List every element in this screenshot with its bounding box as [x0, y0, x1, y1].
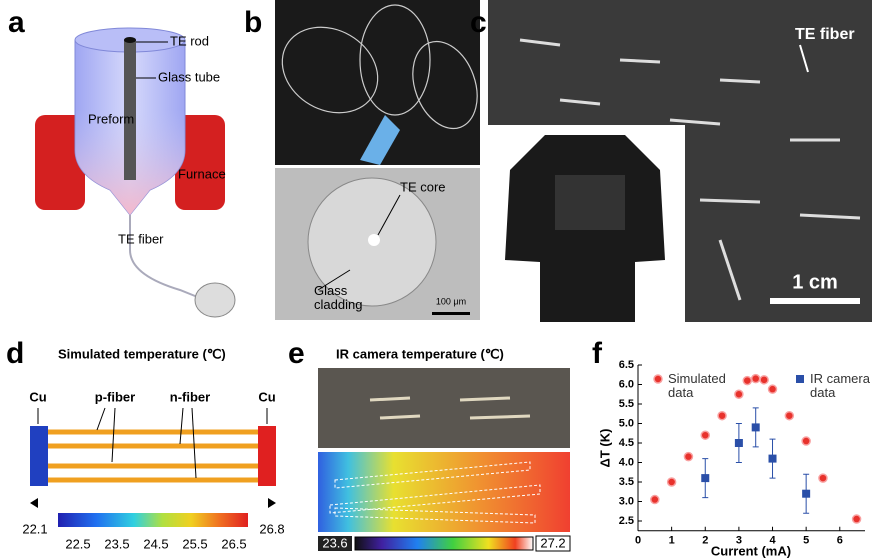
- figure-canvas: a TE rod Glass tube Preform Furnace TE f…: [0, 0, 872, 559]
- annotation: Preform: [88, 111, 134, 126]
- panel-d: d Simulated temperature (℃) Cu Cu p-fibe…: [6, 337, 285, 552]
- rod-top: [124, 37, 136, 43]
- colorbar-min: 22.1: [22, 521, 47, 536]
- panel-label: f: [592, 337, 603, 370]
- y-axis-label: ΔT (K): [597, 429, 612, 468]
- annotation: p-fiber: [95, 389, 135, 404]
- annotation: Cu: [29, 389, 46, 404]
- data-point: [668, 478, 676, 486]
- data-point: [684, 453, 692, 461]
- scale-bar: [770, 298, 860, 304]
- panel-label: d: [6, 337, 24, 370]
- x-tick-label: 2: [702, 535, 708, 547]
- panel-label: a: [8, 6, 25, 39]
- legend-marker: [796, 375, 804, 383]
- x-tick-label: 4: [769, 535, 776, 547]
- spool: [195, 283, 235, 317]
- colorbar-tick-label: 26.5: [221, 536, 246, 551]
- data-point: [718, 412, 726, 420]
- data-point: [819, 474, 827, 482]
- annotation: n-fiber: [170, 389, 210, 404]
- x-tick-label: 3: [736, 535, 742, 547]
- annotation: Furnace: [178, 166, 226, 181]
- panel-e: e IR camera temperature (℃) 23.6 27.2: [288, 337, 570, 551]
- x-tick-label: 1: [669, 535, 675, 547]
- legend-label: IR camera data: [810, 372, 870, 400]
- colorbar-tick-label: 23.5: [104, 536, 129, 551]
- data-point: [735, 439, 743, 447]
- colorbar: [355, 537, 533, 550]
- data-point: [701, 431, 709, 439]
- data-point: [752, 375, 760, 383]
- y-tick-label: 4.5: [619, 437, 634, 449]
- annotation: Cu: [258, 389, 275, 404]
- scale-label: 1 cm: [792, 271, 838, 293]
- scale-bar: [432, 312, 470, 315]
- data-point: [769, 385, 777, 393]
- y-tick-label: 3.5: [619, 476, 634, 488]
- cu-electrode: [30, 426, 48, 486]
- colorbar-tick-label: 24.5: [143, 536, 168, 551]
- data-point: [802, 490, 810, 498]
- annotation: TE fiber: [795, 26, 855, 43]
- panel-label: c: [470, 6, 487, 39]
- y-tick-label: 6.0: [619, 378, 634, 390]
- colorbar-min: 23.6: [322, 535, 347, 550]
- fiber: [130, 215, 200, 298]
- colorbar-max: 27.2: [540, 535, 565, 550]
- panel-label: e: [288, 337, 305, 370]
- annotation: Glass cladding: [314, 284, 364, 312]
- arrow: [268, 498, 276, 508]
- te-rod: [124, 40, 136, 180]
- data-point: [651, 496, 659, 504]
- legend-label: Simulated data: [668, 372, 738, 400]
- scale-label: 100 μm: [436, 296, 466, 306]
- colorbar-ticks: 22.5 23.5 24.5 25.5 26.5: [65, 536, 246, 551]
- y-tick-label: 5.5: [619, 398, 634, 410]
- cu-electrode: [258, 426, 276, 486]
- panel-title: Simulated temperature (℃): [58, 346, 226, 361]
- data-point: [743, 377, 751, 385]
- annotation: TE rod: [170, 33, 209, 48]
- colorbar-tick-label: 25.5: [182, 536, 207, 551]
- fibers: [48, 432, 258, 480]
- colorbar-tick-label: 22.5: [65, 536, 90, 551]
- data-point: [802, 437, 810, 445]
- panel-label: b: [244, 6, 262, 39]
- thermal-image: [318, 452, 570, 532]
- data-point: [701, 474, 709, 482]
- textile-photo: [318, 368, 570, 448]
- te-core: [368, 234, 380, 246]
- panel-a: a TE rod Glass tube Preform Furnace TE f…: [8, 6, 235, 317]
- y-tick-label: 6.5: [619, 359, 634, 371]
- colorbar: [58, 513, 248, 527]
- panel-title: IR camera temperature (℃): [336, 346, 504, 361]
- y-tick-label: 4.0: [619, 456, 634, 468]
- data-point: [752, 423, 760, 431]
- x-axis-label: Current (mA): [711, 543, 791, 558]
- annotation: Glass tube: [158, 69, 220, 84]
- data-point: [760, 376, 768, 384]
- y-tick-label: 3.0: [619, 495, 634, 507]
- panel-b: b TE core 100 μm: [244, 0, 489, 320]
- figure: a TE rod Glass tube Preform Furnace TE f…: [0, 0, 872, 559]
- legend-marker: [654, 375, 662, 383]
- panel-c: c TE fiber 1 cm: [470, 0, 872, 322]
- colorbar-max: 26.8: [259, 521, 284, 536]
- data-point: [785, 412, 793, 420]
- x-tick-label: 0: [635, 535, 641, 547]
- fiber-pattern: [555, 175, 625, 230]
- data-point: [853, 515, 861, 523]
- x-tick-label: 6: [837, 535, 843, 547]
- x-tick-label: 5: [803, 535, 809, 547]
- annotation: TE core: [400, 179, 446, 194]
- data-point: [769, 455, 777, 463]
- arrow: [30, 498, 38, 508]
- annotation: TE fiber: [118, 231, 164, 246]
- y-tick-label: 5.0: [619, 417, 634, 429]
- y-tick-label: 2.5: [619, 515, 634, 527]
